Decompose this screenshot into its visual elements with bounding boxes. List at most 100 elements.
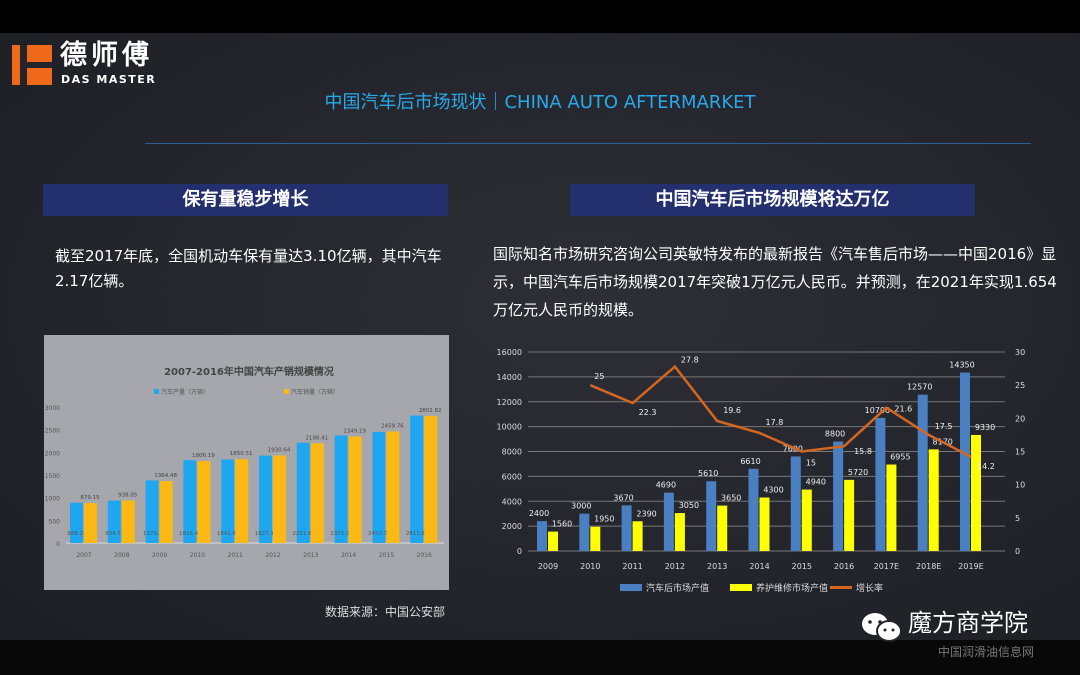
- x-tick-label: 2013: [303, 552, 318, 559]
- y-tick-label: 14000: [497, 373, 522, 382]
- y-tick-label: 3000: [45, 405, 60, 412]
- y-tick-label: 6000: [502, 472, 522, 481]
- bar: [121, 500, 135, 543]
- bar: [621, 505, 632, 551]
- bar: [663, 492, 674, 551]
- y2-tick-label: 20: [1015, 414, 1025, 423]
- y-tick-label: 500: [49, 518, 61, 525]
- y-tick-label: 2000: [502, 522, 522, 531]
- line-data-label: 17.8: [766, 418, 784, 427]
- data-label: 2450.33: [368, 531, 391, 537]
- x-tick-label: 2018E: [916, 562, 941, 571]
- data-label: 5720: [848, 468, 868, 477]
- data-label: 2198.41: [305, 435, 328, 441]
- x-tick-label: 2009: [152, 552, 167, 559]
- x-tick-label: 2012: [665, 562, 685, 571]
- x-tick-label: 2007: [76, 552, 91, 559]
- y-tick-label: 0: [517, 547, 522, 556]
- bar: [579, 513, 590, 551]
- data-label: 12570: [907, 383, 932, 392]
- x-tick-label: 2014: [749, 562, 769, 571]
- data-label: 3050: [679, 501, 699, 510]
- right-chart: 0 2000 4000 6000 8000 10000 12000 14000 16000 0 5 1…: [497, 348, 1026, 594]
- legend-swatch: [154, 389, 159, 394]
- data-label: 1841.89: [217, 531, 240, 537]
- bar: [717, 505, 728, 551]
- y2-tick-label: 15: [1015, 448, 1025, 457]
- data-label: 1806.19: [192, 453, 215, 459]
- data-label: 1826.47: [179, 531, 202, 537]
- data-source: 数据来源：中国公安部: [325, 605, 446, 619]
- data-label: 888.24: [67, 531, 87, 537]
- y-tick-label: 2500: [45, 428, 60, 435]
- data-label: 1927.18: [255, 531, 278, 537]
- data-label: 9330: [975, 423, 995, 432]
- bar: [183, 460, 197, 543]
- bar: [107, 500, 121, 543]
- y-tick-label: 1000: [45, 496, 60, 503]
- bar: [424, 415, 438, 543]
- y2-tick-label: 0: [1015, 547, 1020, 556]
- bar: [70, 502, 83, 543]
- x-tick-label: 2008: [114, 552, 129, 559]
- y-tick-label: 10000: [497, 423, 522, 432]
- legend-label: 养护维修市场产值: [756, 582, 828, 594]
- line-data-label: 25: [594, 372, 604, 381]
- bar: [875, 417, 886, 551]
- data-label: 8800: [825, 430, 845, 439]
- watermark-sub: 中国润滑油信息网: [938, 645, 1035, 659]
- bar: [84, 503, 97, 543]
- growth-line: [589, 364, 972, 458]
- data-label: 4940: [806, 478, 826, 487]
- bar: [334, 435, 348, 543]
- legend-swatch: [730, 584, 752, 591]
- y-tick-label: 1500: [45, 473, 60, 480]
- bar: [886, 464, 897, 551]
- x-tick-label: 2013: [707, 562, 727, 571]
- left-chart-svg: 2007-2016年中国汽车产销规模情况 0 500 1000 1500 2000 250…: [45, 365, 444, 559]
- line-data-label: 17.5: [935, 422, 953, 431]
- bar: [548, 531, 558, 551]
- bar: [296, 442, 310, 543]
- legend-label: 汽车销量（万辆）: [291, 388, 339, 396]
- bar: [960, 372, 970, 551]
- x-tick-label: 2009: [538, 562, 558, 571]
- left-text: 截至2017年底，全国机动车保有量达3.10亿辆，其中汽车2.17亿辆。: [55, 247, 442, 290]
- wechat-icon: [862, 613, 902, 642]
- data-label: 1379.1: [143, 531, 162, 537]
- data-label: 6610: [740, 457, 760, 466]
- data-label: 2211.68: [292, 531, 315, 537]
- legend-label: 汽车产量（万辆）: [161, 388, 209, 396]
- data-label: 6955: [890, 452, 910, 461]
- bar: [145, 480, 159, 543]
- x-tick-label: 2011: [228, 552, 243, 559]
- x-tick-label: 2015: [379, 552, 394, 559]
- data-label: 2390: [636, 509, 656, 518]
- data-label: 2400: [529, 509, 549, 518]
- data-label: 2459.76: [381, 423, 404, 429]
- x-tick-label: 2010: [580, 562, 600, 571]
- data-label: 938.05: [118, 492, 138, 498]
- legend-label: 汽车后市场产值: [646, 582, 709, 594]
- line-data-label: 14.2: [977, 462, 995, 471]
- legend-swatch: [620, 584, 642, 591]
- bar: [674, 513, 685, 551]
- chart-title: 2007-2016年中国汽车产销规模情况: [164, 365, 334, 378]
- left-chart: 2007-2016年中国汽车产销规模情况 0 500 1000 1500 2000 250…: [44, 335, 449, 590]
- data-label: 10700: [865, 406, 890, 415]
- data-label: 7600: [783, 444, 803, 453]
- bar: [259, 455, 272, 543]
- line-data-label: 21.6: [894, 405, 912, 414]
- x-tick-label: 2014: [341, 552, 356, 559]
- line-data-label: 15: [806, 459, 816, 468]
- y-tick-label: 4000: [502, 497, 522, 506]
- line-data-label: 15.8: [854, 447, 872, 456]
- data-label: 934.51: [105, 531, 124, 537]
- right-text: 国际知名市场研究咨询公司英敏特发布的最新报告《汽车售后市场——中国2016》显示…: [493, 245, 1057, 319]
- y2-tick-label: 10: [1015, 481, 1025, 490]
- data-label: 1560: [552, 520, 572, 529]
- x-tick-label: 2017E: [874, 562, 899, 571]
- y-tick-label: 8000: [502, 448, 522, 457]
- logo-text: 德师傅: [60, 40, 153, 71]
- data-label: 4690: [656, 481, 676, 490]
